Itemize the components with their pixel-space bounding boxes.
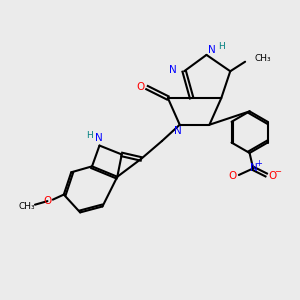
Text: −: − — [274, 167, 282, 176]
Text: H: H — [86, 131, 93, 140]
Text: +: + — [256, 159, 262, 168]
Text: N: N — [174, 126, 182, 136]
Text: O: O — [136, 82, 145, 92]
Text: O: O — [268, 172, 277, 182]
Text: N: N — [95, 134, 103, 143]
Text: O: O — [228, 172, 236, 182]
Text: N: N — [208, 44, 216, 55]
Text: O: O — [43, 196, 52, 206]
Text: CH₃: CH₃ — [255, 54, 271, 63]
Text: N: N — [169, 65, 177, 75]
Text: H: H — [219, 42, 225, 51]
Text: N: N — [250, 163, 258, 173]
Text: CH₃: CH₃ — [18, 202, 35, 211]
